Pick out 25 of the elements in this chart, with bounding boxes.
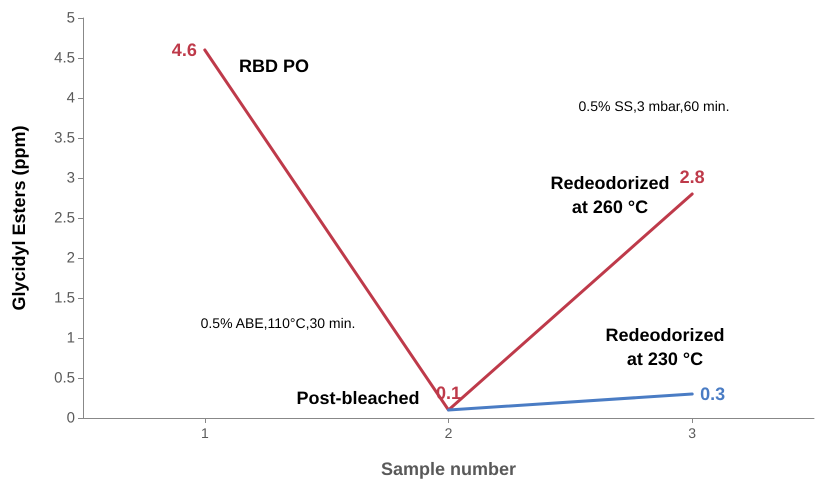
y-tick-label: 0.5 [54, 370, 75, 386]
y-tick-label: 4 [66, 90, 75, 106]
y-tick-label: 1.5 [54, 290, 75, 306]
annotation: RBD PO [238, 56, 310, 76]
y-tick-label: 2 [66, 250, 75, 266]
x-axis-title: Sample number [380, 459, 516, 479]
y-tick-label: 1 [66, 330, 75, 346]
y-tick-label: 3.5 [54, 130, 75, 146]
y-tick-label: 0 [66, 410, 75, 426]
annotation: Redeodorized at 260 °C [550, 173, 670, 217]
y-tick-label: 5 [66, 10, 75, 26]
y-axis-title: Glycidyl Esters (ppm) [9, 125, 29, 311]
y-tick-label: 4.5 [54, 50, 75, 66]
annotation: 0.5% SS,3 mbar,60 min. [578, 98, 730, 114]
x-tick-label: 2 [444, 425, 453, 441]
x-tick-label: 1 [200, 425, 209, 441]
x-tick-label: 3 [688, 425, 696, 441]
data-label: 4.6 [172, 40, 197, 60]
data-label: 0.3 [700, 384, 726, 404]
data-label: 2.8 [680, 167, 705, 187]
y-tick-label: 3 [66, 170, 75, 186]
annotation: Redeodorized at 230 °C [605, 325, 725, 369]
annotation: Post-bleached [296, 388, 420, 408]
y-tick-label: 2.5 [54, 210, 75, 226]
annotation: 0.5% ABE,110°C,30 min. [200, 315, 356, 331]
